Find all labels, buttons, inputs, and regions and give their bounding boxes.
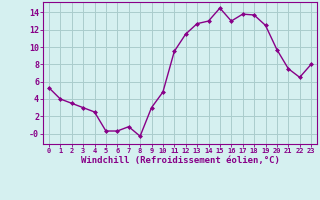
X-axis label: Windchill (Refroidissement éolien,°C): Windchill (Refroidissement éolien,°C)	[81, 156, 279, 165]
